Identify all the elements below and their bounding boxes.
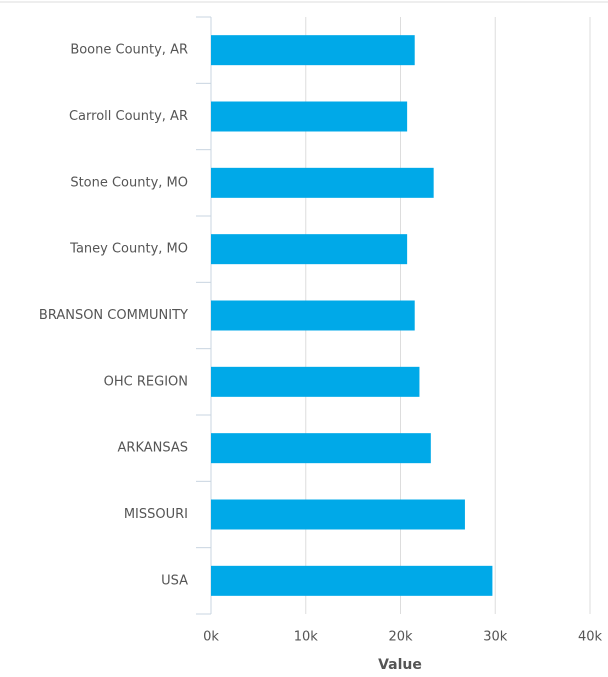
- x-tick-label: 0k: [203, 630, 219, 645]
- y-tick-label: BRANSON COMMUNITY: [39, 308, 188, 323]
- y-tick-label: Taney County, MO: [69, 242, 188, 257]
- bar: [211, 234, 408, 265]
- bar: [211, 101, 408, 132]
- x-tick-label: 20k: [388, 630, 413, 645]
- bar: [211, 565, 493, 596]
- y-tick-label: Carroll County, AR: [69, 109, 188, 124]
- bar: [211, 35, 415, 66]
- y-tick-label: USA: [161, 573, 188, 588]
- y-tick-label: OHC REGION: [104, 374, 188, 389]
- bar: [211, 499, 465, 530]
- bar: [211, 433, 431, 464]
- bar: [211, 300, 415, 331]
- bar: [211, 366, 420, 397]
- y-tick-label: Stone County, MO: [70, 175, 188, 190]
- x-tick-label: 40k: [578, 630, 603, 645]
- y-tick-label: MISSOURI: [124, 507, 188, 522]
- x-axis-title: Value: [378, 657, 422, 673]
- x-tick-label: 10k: [294, 630, 319, 645]
- bar: [211, 167, 434, 198]
- x-tick-label: 30k: [483, 630, 508, 645]
- y-tick-label: Boone County, AR: [70, 43, 188, 58]
- y-tick-label: ARKANSAS: [118, 441, 188, 456]
